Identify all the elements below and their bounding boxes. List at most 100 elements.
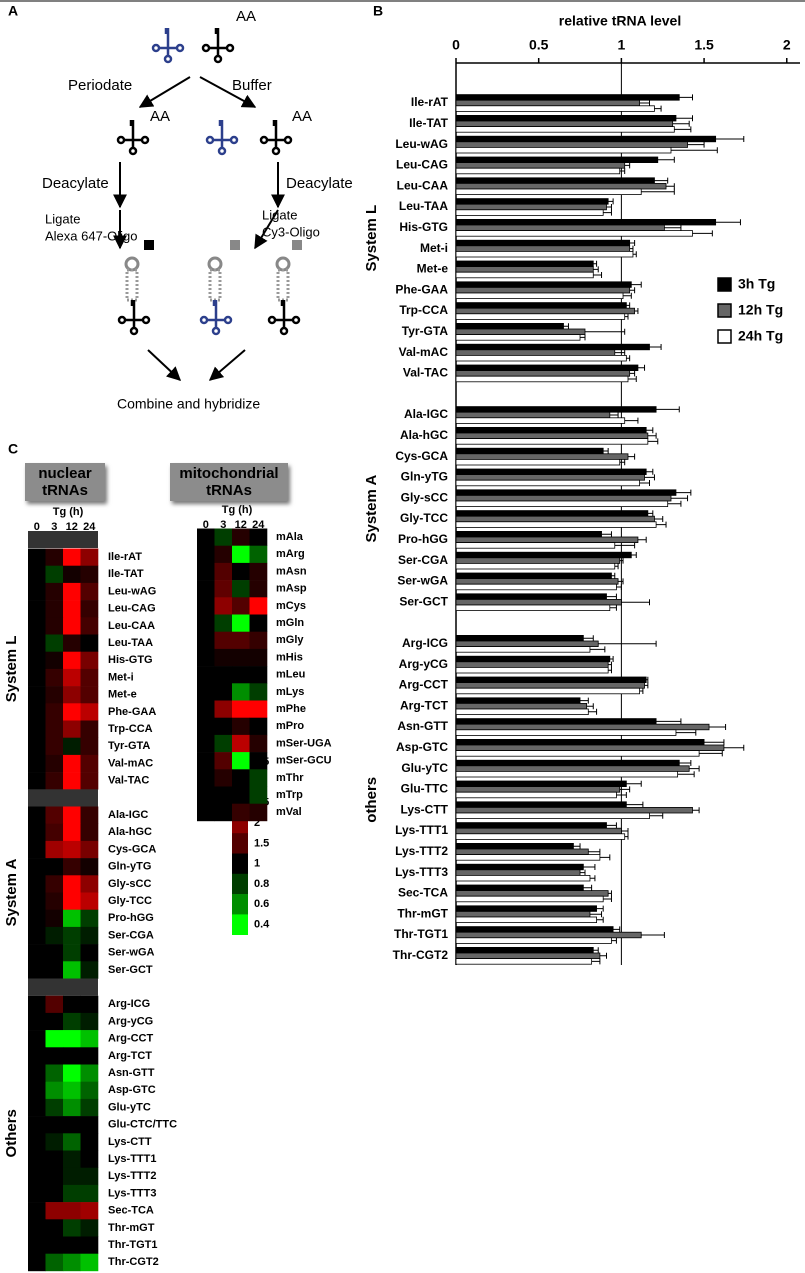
heatmap-cell bbox=[28, 1012, 46, 1031]
heatmap-column-label: 24 bbox=[252, 519, 265, 531]
y-tick-label: Gly-sCC bbox=[401, 490, 449, 504]
heatmap-cell bbox=[45, 1219, 64, 1237]
error-bar bbox=[608, 661, 612, 668]
heatmap-cell bbox=[63, 1150, 81, 1168]
heatmap-cell bbox=[45, 1150, 64, 1168]
heatmap-cell bbox=[28, 548, 46, 566]
y-tick-label: Lys-CTT bbox=[400, 802, 448, 816]
heatmap-cell bbox=[63, 961, 81, 979]
bar bbox=[455, 313, 626, 320]
heatmap-cell bbox=[63, 1253, 81, 1272]
error-bar bbox=[687, 141, 705, 148]
heatmap-cell bbox=[249, 528, 268, 546]
heatmap-cell bbox=[28, 1202, 46, 1220]
error-bar bbox=[619, 168, 626, 174]
heatmap-cell bbox=[63, 840, 81, 859]
diagram-label: Deacylate bbox=[286, 175, 353, 192]
heatmap-cell bbox=[45, 892, 64, 910]
bar bbox=[455, 812, 650, 819]
bar bbox=[455, 162, 626, 169]
heatmap-cell bbox=[232, 700, 250, 718]
heatmap-cell bbox=[45, 1098, 64, 1117]
error-bar bbox=[671, 147, 718, 154]
bar bbox=[455, 126, 675, 133]
bar bbox=[455, 328, 586, 335]
y-tick-label: Sec-TCA bbox=[398, 886, 448, 900]
error-bar bbox=[624, 162, 631, 169]
y-tick-label: Arg-TCT bbox=[400, 698, 449, 712]
diagram-label: Ligate bbox=[45, 211, 80, 226]
heatmap-column-label: 24 bbox=[83, 521, 96, 533]
error-bar bbox=[596, 905, 604, 912]
heatmap-cell bbox=[28, 1064, 46, 1082]
error-bar bbox=[609, 412, 619, 418]
heatmap-cell bbox=[249, 803, 268, 822]
y-tick-label: Gly-TCC bbox=[400, 511, 448, 525]
heatmap-cell bbox=[45, 548, 64, 566]
bar bbox=[455, 786, 621, 793]
heatmap-cell bbox=[63, 703, 81, 721]
heatmap-row-label: Sec-TCA bbox=[108, 1205, 154, 1217]
heatmap-cell bbox=[249, 752, 268, 770]
heatmap-gap bbox=[28, 978, 98, 996]
error-bar bbox=[631, 552, 637, 558]
heatmap-cell bbox=[45, 703, 64, 721]
error-bar bbox=[608, 667, 612, 674]
heatmap-cell bbox=[80, 1047, 99, 1065]
heatmap-row-label: Leu-TAA bbox=[108, 637, 153, 649]
heatmap-row-label: mGly bbox=[276, 634, 304, 646]
heatmap-row-label: mPro bbox=[276, 720, 304, 732]
legend-swatch bbox=[717, 303, 732, 318]
bar bbox=[455, 500, 669, 507]
error-bar bbox=[666, 183, 675, 190]
heatmap-cell bbox=[197, 803, 215, 822]
bar bbox=[455, 453, 629, 460]
error-bar bbox=[647, 438, 659, 445]
heatmap-cell bbox=[63, 1219, 81, 1237]
bar bbox=[455, 349, 616, 356]
heatmap-cell bbox=[197, 545, 215, 564]
heatmap-cell bbox=[45, 754, 64, 773]
heatmap-cell bbox=[249, 580, 268, 598]
bar bbox=[455, 307, 636, 315]
bar bbox=[455, 302, 627, 309]
heatmap-cell bbox=[28, 737, 46, 756]
heatmap-cell bbox=[80, 858, 99, 876]
heatmap-cell bbox=[28, 1236, 46, 1254]
heatmap-cell bbox=[80, 875, 99, 893]
heatmap-row-label: Val-mAC bbox=[108, 757, 153, 769]
scale-swatch bbox=[232, 894, 248, 915]
panel-label: A bbox=[8, 3, 18, 19]
bar bbox=[455, 438, 649, 445]
heatmap-cell bbox=[214, 545, 233, 564]
heatmap-cell bbox=[249, 734, 268, 753]
heatmap-cell bbox=[249, 631, 268, 650]
bar bbox=[455, 494, 672, 502]
heatmap-row-label: mPhe bbox=[276, 703, 306, 715]
y-tick-label: Leu-TAA bbox=[399, 199, 448, 213]
heatmap-cell bbox=[45, 1012, 64, 1031]
heatmap-cell bbox=[232, 769, 250, 787]
panel-label: B bbox=[373, 3, 383, 19]
group-label: System A bbox=[363, 475, 380, 543]
heatmap-column-label: 12 bbox=[235, 519, 247, 531]
heatmap-cell bbox=[45, 944, 64, 962]
y-tick-label: Ser-CGA bbox=[398, 553, 448, 567]
heatmap-row-label: mVal bbox=[276, 806, 302, 818]
heatmap-cell bbox=[28, 754, 46, 773]
heatmap-cell bbox=[63, 806, 81, 824]
heatmap-cell bbox=[249, 545, 268, 564]
heatmap-cell bbox=[63, 944, 81, 962]
heatmap-cell bbox=[45, 737, 64, 756]
heatmap-cell bbox=[63, 1167, 81, 1186]
bar bbox=[455, 708, 589, 715]
x-tick-label: 2 bbox=[783, 37, 791, 53]
error-bar bbox=[626, 780, 642, 787]
heatmap-row-label: mGln bbox=[276, 617, 304, 629]
heatmap-cell bbox=[80, 600, 99, 618]
bar bbox=[455, 286, 631, 294]
error-bar bbox=[624, 313, 629, 320]
error-bar bbox=[624, 833, 629, 840]
heatmap-row-label: Lys-TTT1 bbox=[108, 1153, 157, 1165]
heatmap-row-label: Lys-TTT2 bbox=[108, 1170, 157, 1182]
